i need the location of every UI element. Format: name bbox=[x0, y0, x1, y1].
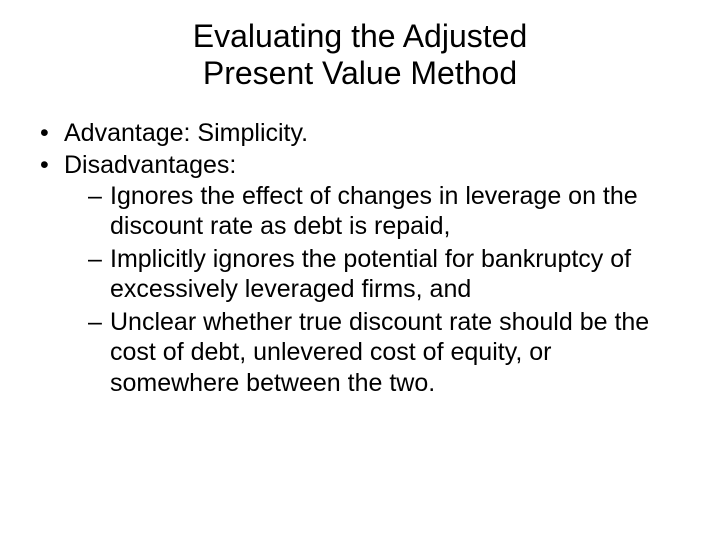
bullet-disadvantages-label: Disadvantages: bbox=[64, 151, 236, 179]
title-line-2: Present Value Method bbox=[203, 55, 517, 91]
slide-title: Evaluating the Adjusted Present Value Me… bbox=[40, 18, 680, 92]
bullet-disadvantages: Disadvantages: Ignores the effect of cha… bbox=[40, 150, 680, 398]
slide: Evaluating the Adjusted Present Value Me… bbox=[0, 0, 720, 540]
title-line-1: Evaluating the Adjusted bbox=[193, 18, 527, 54]
sub-bullet-list: Ignores the effect of changes in leverag… bbox=[64, 181, 680, 399]
bullet-advantage: Advantage: Simplicity. bbox=[40, 118, 680, 149]
sub-bullet-2: Implicitly ignores the potential for ban… bbox=[88, 244, 680, 305]
sub-bullet-3: Unclear whether true discount rate shoul… bbox=[88, 307, 680, 399]
bullet-list: Advantage: Simplicity. Disadvantages: Ig… bbox=[40, 118, 680, 399]
sub-bullet-1: Ignores the effect of changes in leverag… bbox=[88, 181, 680, 242]
